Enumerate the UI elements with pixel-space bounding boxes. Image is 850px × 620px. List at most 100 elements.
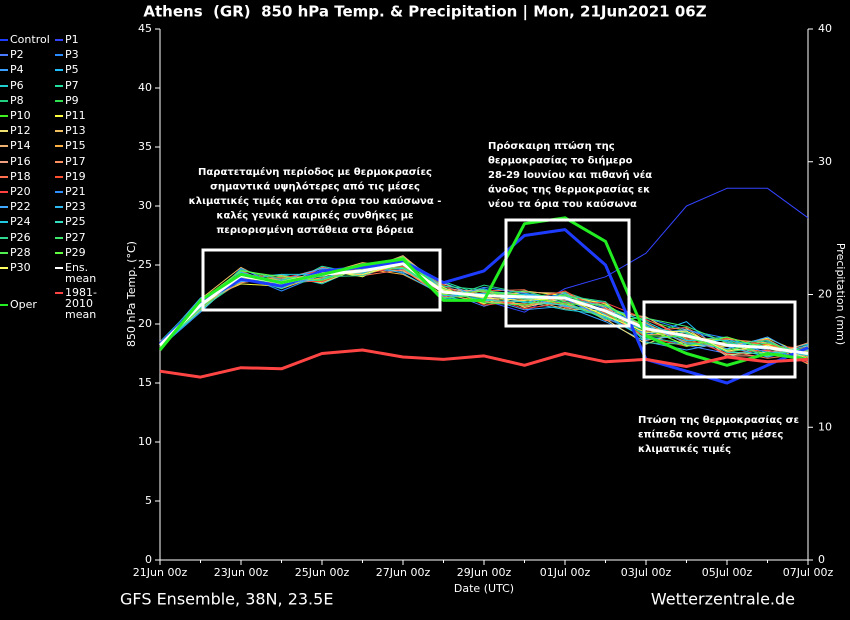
legend-label: P11 bbox=[65, 109, 86, 122]
legend-item: Control bbox=[0, 34, 58, 45]
legend-label: P23 bbox=[65, 200, 86, 214]
series-line bbox=[159, 256, 809, 353]
legend-swatch bbox=[55, 39, 63, 41]
annotation-text: 28-29 Ιουνίου και πιθανή νέα bbox=[488, 169, 652, 181]
annotation-box bbox=[201, 248, 442, 312]
legend-item: P7 bbox=[55, 80, 113, 91]
legend-label: P3 bbox=[65, 48, 79, 62]
legend-swatch bbox=[0, 115, 8, 117]
legend-item: P20 bbox=[0, 186, 58, 197]
annotation-box bbox=[504, 218, 631, 328]
x-tick-label: 23Jun 00z bbox=[214, 566, 269, 579]
legend-item: P3 bbox=[55, 49, 113, 60]
x-tick-label: 27Jun 00z bbox=[376, 566, 431, 579]
annotation-text: σημαντικά υψηλότερες από τις μέσες bbox=[210, 181, 420, 193]
legend-swatch bbox=[55, 191, 63, 193]
legend-item: P10 bbox=[0, 110, 58, 121]
x-tick-label: 03Jul 00z bbox=[621, 566, 672, 579]
legend-swatch bbox=[0, 221, 8, 224]
legend-label: P22 bbox=[10, 200, 31, 214]
legend-item: P4 bbox=[0, 64, 58, 75]
y-tick-label: 30 bbox=[138, 199, 152, 212]
legend-label: P24 bbox=[10, 215, 31, 229]
x-tick-label: 25Jun 00z bbox=[295, 566, 350, 579]
legend-swatch bbox=[55, 251, 63, 254]
legend-swatch bbox=[55, 54, 63, 57]
y-tick-label: 10 bbox=[138, 435, 152, 448]
legend-item: P16 bbox=[0, 156, 58, 167]
legend-swatch bbox=[0, 69, 8, 72]
legend-label: P25 bbox=[65, 215, 86, 229]
y-axis-label: 850 hPa Temp. (°C) bbox=[125, 241, 138, 347]
legend-item: P11 bbox=[55, 110, 113, 121]
series-line bbox=[158, 216, 809, 367]
annotation-box bbox=[642, 300, 797, 379]
legend-label: P29 bbox=[65, 245, 86, 259]
legend-swatch bbox=[0, 175, 8, 178]
legend-label: P15 bbox=[65, 139, 86, 153]
chart-title: Athens (GR) 850 hPa Temp. & Precipitatio… bbox=[143, 3, 706, 22]
legend-swatch bbox=[0, 206, 8, 209]
annotation-text: κλιματικές τιμές bbox=[638, 443, 731, 455]
legend-swatch bbox=[0, 130, 8, 133]
legend-label: P30 bbox=[10, 261, 31, 274]
legend-item: P8 bbox=[0, 95, 58, 106]
annotation-text: επίπεδα κοντά στις μέσες bbox=[638, 429, 783, 441]
legend-swatch bbox=[55, 84, 63, 87]
legend-label: P27 bbox=[65, 230, 86, 244]
legend-label: Control bbox=[10, 33, 50, 46]
legend-label: P21 bbox=[65, 185, 86, 198]
x-tick-label: 07Jul 00z bbox=[783, 566, 834, 579]
legend-swatch bbox=[0, 304, 8, 306]
legend-label: Oper bbox=[10, 298, 37, 311]
x-tick-label: 21Jun 00z bbox=[133, 566, 188, 579]
legend-label: P9 bbox=[65, 93, 79, 107]
legend-swatch bbox=[55, 69, 63, 72]
legend-item: P19 bbox=[55, 171, 113, 182]
legend-item: P24 bbox=[0, 216, 58, 227]
legend-item: P12 bbox=[0, 125, 58, 136]
y-tick-label: 35 bbox=[138, 140, 152, 153]
legend-item: P18 bbox=[0, 171, 58, 182]
legend-swatch bbox=[55, 130, 63, 133]
series-line bbox=[158, 228, 809, 385]
annotation-text: νέου τα όρια του καύσωνα bbox=[488, 198, 637, 210]
legend-label: 1981-2010 mean bbox=[65, 286, 97, 321]
legend-label: P14 bbox=[10, 139, 31, 153]
legend-item: P9 bbox=[55, 95, 113, 106]
legend-label: P26 bbox=[10, 230, 31, 244]
annotation-text: Πρόσκαιρη πτώση της bbox=[488, 140, 615, 152]
legend-item: P14 bbox=[0, 140, 58, 151]
y2-tick-label: 40 bbox=[818, 22, 832, 35]
y-tick-label: 15 bbox=[138, 376, 152, 389]
annotation-text: καλές γενικά καιρικές συνθήκες με bbox=[216, 210, 413, 222]
legend-item: P22 bbox=[0, 201, 58, 212]
legend-swatch bbox=[55, 292, 63, 294]
legend-swatch bbox=[0, 160, 8, 163]
y2-axis-label: Precipitation (mm) bbox=[834, 243, 847, 345]
legend-item: P27 bbox=[55, 232, 113, 243]
source-left: GFS Ensemble, 38N, 23.5E bbox=[120, 590, 333, 609]
legend-label: P2 bbox=[10, 48, 24, 62]
legend-label: P6 bbox=[10, 78, 24, 92]
legend-item: P28 bbox=[0, 247, 58, 258]
legend-label: P12 bbox=[10, 124, 31, 138]
legend-item: P29 bbox=[55, 247, 113, 258]
legend-swatch bbox=[55, 221, 63, 224]
legend-item: 1981-2010 mean bbox=[55, 287, 113, 320]
series-line bbox=[159, 256, 809, 357]
legend-swatch bbox=[0, 99, 8, 102]
legend-label: P18 bbox=[10, 169, 31, 183]
annotation-text: κλιματικές τιμές και στα όρια του καύσων… bbox=[189, 195, 442, 207]
legend-swatch bbox=[0, 39, 8, 41]
series-lines bbox=[158, 187, 809, 385]
legend-item: P5 bbox=[55, 64, 113, 75]
legend-label: P4 bbox=[10, 63, 24, 77]
legend-item: Oper bbox=[0, 299, 58, 310]
y-tick-label: 5 bbox=[145, 494, 152, 507]
y-tick-label: 0 bbox=[145, 553, 152, 566]
legend-swatch bbox=[0, 251, 8, 254]
legend-swatch bbox=[55, 99, 63, 102]
x-tick-label: 01Jul 00z bbox=[540, 566, 591, 579]
